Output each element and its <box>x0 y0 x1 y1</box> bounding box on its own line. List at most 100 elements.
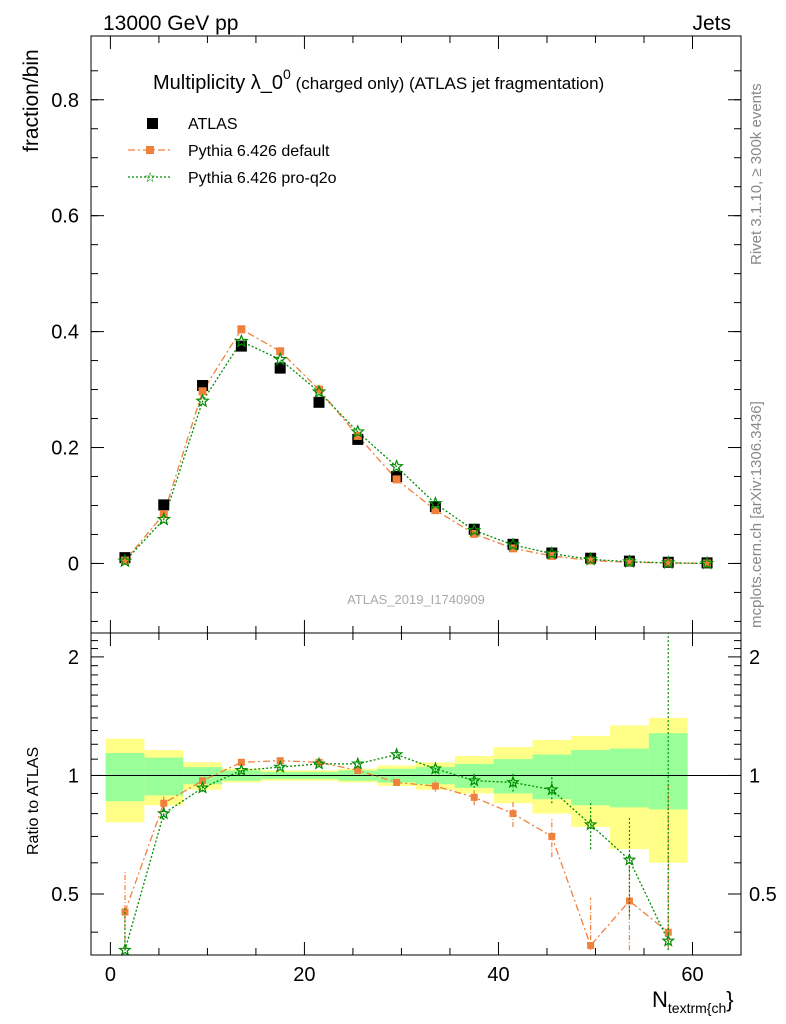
proq2o-point <box>156 511 172 526</box>
top-ytick-label: 0.4 <box>51 322 79 344</box>
default-point <box>586 556 595 565</box>
ratio-default-point <box>121 908 129 916</box>
ratio-proq2o-point <box>312 756 326 770</box>
series-default-line <box>124 328 708 565</box>
plot-title-rest: (charged only) (ATLAS jet fragmentation) <box>291 74 604 93</box>
default-point <box>314 385 323 394</box>
top-ytick-label: 0.2 <box>51 438 79 460</box>
header-jets-label: Jets <box>692 12 731 35</box>
legend-proq2o-label: Pythia 6.426 pro-q2o <box>188 170 337 187</box>
proq2o-point <box>350 424 366 439</box>
ratio-default-point <box>199 777 207 785</box>
main-plot-area <box>117 325 715 570</box>
top-ytick-label: 0 <box>68 553 79 575</box>
ratio-ytick-label: 2 <box>68 647 79 669</box>
default-point <box>509 544 518 553</box>
ratio-default-point <box>431 782 439 790</box>
ratio-default-point <box>470 793 478 801</box>
ratio-default-point <box>160 799 168 807</box>
ratio-proq2o-point <box>118 942 132 955</box>
series-proq2o-line <box>124 340 708 565</box>
proq2o-point <box>428 495 443 510</box>
ratio-xtick-label: 60 <box>681 964 703 986</box>
atlas-point <box>313 396 325 408</box>
proq2o-point <box>622 553 637 569</box>
ratio-default-point <box>237 758 245 766</box>
atlas-point <box>235 340 247 352</box>
default-point <box>120 556 129 565</box>
ratio-default-point <box>625 897 633 905</box>
plot-title: Multiplicity λ_00 (charged only) (ATLAS … <box>153 66 604 94</box>
top-ytick-label: 0.6 <box>51 206 79 228</box>
ratio-band-inner <box>571 750 611 806</box>
default-point <box>237 325 246 334</box>
default-point <box>431 506 440 515</box>
default-point <box>664 558 673 567</box>
proq2o-point <box>660 555 676 570</box>
proq2o-point <box>117 553 133 568</box>
ratio-default-point <box>587 941 595 949</box>
ratio-xtick-label: 0 <box>105 964 116 986</box>
xlabel-subscript: textrm{ch <box>668 1000 726 1016</box>
ratio-default-point <box>393 778 401 786</box>
proq2o-point <box>311 384 327 399</box>
ratio-ylabel: Ratio to ATLAS <box>25 747 42 855</box>
ratio-plot-frame <box>90 632 742 956</box>
ratio-proq2o-point <box>661 933 676 947</box>
ratio-proq2o-point <box>350 756 365 770</box>
ratio-xlabel: Ntextrm{ch} <box>652 987 734 1016</box>
atlas-point <box>507 538 519 550</box>
ratio-ytick-label-right: 0.5 <box>749 884 777 906</box>
legend-atlas-label: ATLAS <box>188 116 238 133</box>
ratio-band-inner <box>144 757 184 796</box>
default-point <box>198 387 207 396</box>
legend-default-marker <box>146 146 154 154</box>
default-point <box>703 559 712 568</box>
proq2o-point <box>234 333 249 348</box>
ratio-proq2o-point <box>195 780 210 794</box>
legend-atlas-marker <box>147 118 158 129</box>
analysis-watermark: ATLAS_2019_I1740909 <box>347 592 485 607</box>
header-energy-label: 13000 GeV pp <box>103 12 238 35</box>
ratio-default-point <box>354 766 362 774</box>
plot-title-superscript: 0 <box>283 66 291 82</box>
atlas-point <box>158 499 170 511</box>
rivet-version-label: Rivet 3.1.10, ≥ 300k events <box>748 83 765 265</box>
ratio-proq2o-point <box>583 817 598 831</box>
ratio-xtick-label: 40 <box>487 964 509 986</box>
top-ylabel: fraction/bin <box>20 49 43 152</box>
ratio-proq2o-point <box>234 763 249 777</box>
ratio-proq2o-point <box>428 761 443 775</box>
default-point <box>276 347 285 356</box>
xlabel-main: N <box>652 987 668 1012</box>
ratio-plot-area <box>91 633 741 955</box>
ratio-default-point <box>315 758 323 766</box>
atlas-point <box>274 362 286 374</box>
atlas-point <box>197 380 209 392</box>
axes: 0 0.2 0.4 0.6 0.8 0 20 40 60 0.5 0.5 1 1 2 2 <box>51 36 777 986</box>
legend-proq2o-marker: ☆ <box>144 169 157 185</box>
default-point <box>625 558 634 567</box>
ratio-ytick-label-right: 1 <box>749 765 760 787</box>
ratio-proq2o-point <box>622 852 637 866</box>
ratio-ytick-label: 0.5 <box>51 884 79 906</box>
default-point <box>470 529 479 538</box>
ratio-proq2o-point <box>156 806 171 820</box>
proq2o-point <box>272 351 288 366</box>
plot-title-main: Multiplicity λ_0 <box>153 72 283 94</box>
proq2o-point <box>466 522 482 537</box>
ratio-proq2o-point <box>389 747 404 761</box>
atlas-point <box>468 523 480 535</box>
ratio-default-point <box>548 832 556 840</box>
ratio-proq2o-point <box>544 782 559 796</box>
mcplots-reference-label: mcplots.cern.ch [arXiv:1306.3436] <box>748 401 765 628</box>
ratio-proq2o-point <box>506 775 520 789</box>
ratio-proq2o-point <box>273 759 288 774</box>
default-point <box>353 431 362 440</box>
ratio-band-inner <box>105 753 145 802</box>
ratio-default-point <box>509 810 517 818</box>
legend-default-label: Pythia 6.426 default <box>188 143 330 160</box>
proq2o-point <box>544 545 560 560</box>
ratio-ytick-label: 1 <box>68 765 79 787</box>
